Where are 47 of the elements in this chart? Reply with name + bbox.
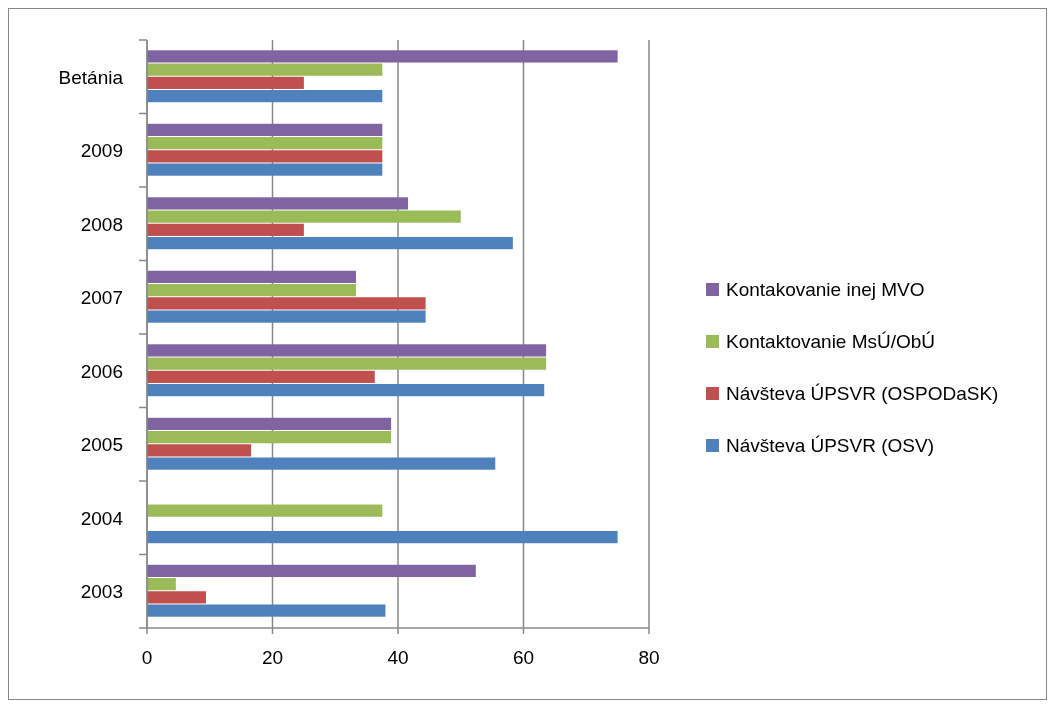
y-tick-label: 2007 <box>80 287 123 309</box>
bar <box>147 150 383 163</box>
bar <box>147 284 356 297</box>
bar <box>147 344 547 357</box>
bar <box>147 383 545 397</box>
bar <box>147 564 476 578</box>
bar <box>147 197 409 210</box>
bar <box>147 310 426 323</box>
bar <box>147 530 618 544</box>
bar <box>147 457 496 470</box>
bar <box>147 357 547 370</box>
bar <box>147 604 386 617</box>
bar <box>147 417 392 431</box>
bar <box>147 591 206 604</box>
bar <box>147 270 356 284</box>
legend-label: Návšteva ÚPSVR (OSPODaSK) <box>726 383 999 404</box>
bar <box>147 50 618 63</box>
y-tick-label: 2005 <box>80 434 123 456</box>
bar <box>147 297 426 310</box>
x-tick-label: 40 <box>387 647 409 668</box>
bar <box>147 223 304 236</box>
bar <box>147 163 383 176</box>
bar <box>147 236 513 250</box>
bar <box>147 444 252 457</box>
bar <box>147 370 375 383</box>
y-tick-label: 2006 <box>80 360 123 382</box>
y-tick-label: 2003 <box>80 581 123 603</box>
bar <box>147 76 304 89</box>
y-tick-label: Betánia <box>58 66 124 88</box>
bar <box>147 578 176 591</box>
legend-label: Kontakovanie inej MVO <box>726 279 925 300</box>
bar <box>147 89 383 103</box>
legend-label: Návšteva ÚPSVR (OSV) <box>726 435 934 456</box>
bar <box>147 210 461 223</box>
legend-label: Kontaktovanie MsÚ/ObÚ <box>726 331 936 352</box>
bar <box>147 431 392 444</box>
y-tick-label: 2008 <box>80 213 123 235</box>
bar <box>147 504 383 517</box>
x-tick-label: 80 <box>638 647 660 668</box>
x-tick-label: 20 <box>261 647 284 668</box>
bar <box>147 63 383 76</box>
bar <box>147 123 383 137</box>
x-tick-label: 0 <box>141 647 153 668</box>
y-tick-label: 2004 <box>80 507 124 529</box>
y-tick-label: 2009 <box>80 140 123 162</box>
bar <box>147 137 383 150</box>
x-tick-label: 60 <box>512 647 535 668</box>
